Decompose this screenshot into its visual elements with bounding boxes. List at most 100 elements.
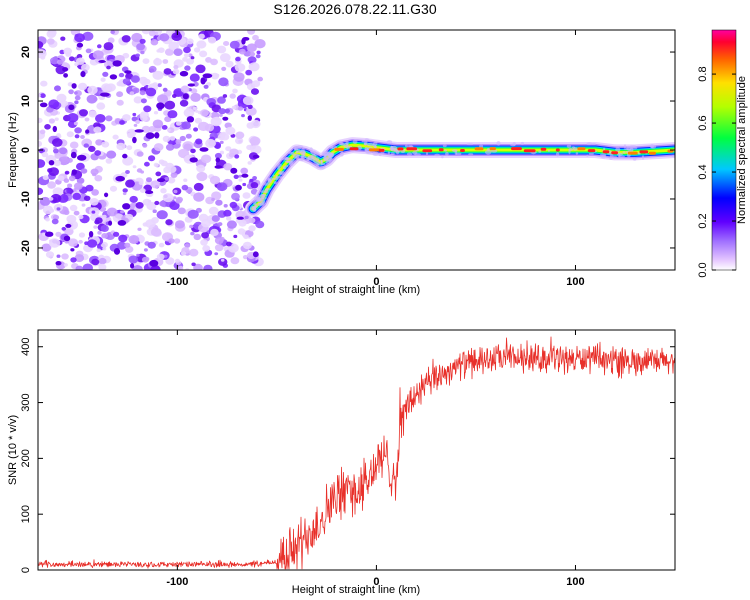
- spectrogram-ridge-peak: [555, 148, 560, 152]
- spectrogram-noise-blob: [157, 178, 166, 183]
- spectrogram-ridge-speckle: [328, 160, 332, 163]
- spectrogram-noise-blob: [104, 192, 109, 198]
- spectrogram-noise-blob: [38, 117, 43, 124]
- spectrogram-noise-blob: [232, 88, 238, 94]
- spectrogram-noise-blob: [107, 37, 115, 44]
- spectrogram-ridge-speckle: [365, 150, 373, 155]
- spectrogram-noise-blob: [136, 168, 143, 173]
- spectrogram-noise-blob: [255, 54, 261, 59]
- spectrogram-noise-blob: [211, 191, 222, 200]
- spectrogram-noise-blob: [249, 136, 261, 146]
- spectrogram-noise-blob: [98, 257, 107, 265]
- spectrogram-noise-blob: [248, 62, 260, 72]
- spectrogram-noise-blob: [113, 231, 120, 237]
- spectrogram-x-axis-title: Height of straight line (km): [292, 284, 420, 296]
- spectrogram-noise-blob: [167, 176, 176, 184]
- spectrogram-noise-blob: [109, 185, 118, 192]
- spectrogram-ridge-speckle: [425, 151, 429, 155]
- spectrogram-noise-blob: [233, 72, 245, 82]
- spectrogram-noise-blob: [189, 157, 198, 163]
- spectrogram-ridge-speckle: [273, 181, 277, 185]
- spectrogram-noise-blob: [255, 220, 265, 229]
- spectrogram-noise-blob: [199, 147, 209, 152]
- spectrogram-noise-blob: [160, 160, 168, 167]
- spectrogram-noise-blob: [162, 193, 174, 203]
- spectrogram-noise-blob: [214, 165, 223, 169]
- spectrogram-noise-blob: [52, 125, 57, 133]
- spectrogram-noise-blob: [242, 241, 252, 250]
- spectrogram-noise-blob: [156, 102, 165, 110]
- spectrogram-ridge-peak: [540, 147, 547, 151]
- spectrogram-ridge-peak: [349, 147, 359, 151]
- spectrogram-noise-blob: [148, 155, 156, 162]
- spectrogram-noise-blob: [247, 104, 253, 110]
- spectrogram-noise-blob: [74, 100, 79, 105]
- spectrogram-noise-blob: [38, 41, 44, 49]
- spectrogram-ridge-speckle: [512, 142, 516, 146]
- snr-plot-area: [38, 330, 675, 570]
- spectrogram-noise-blob: [81, 63, 90, 71]
- spectrogram-noise-blob: [101, 83, 112, 92]
- spectrogram-noise-blob: [46, 30, 57, 38]
- spectrogram-ridge-peak: [489, 147, 496, 151]
- spectrogram-noise-blob: [42, 232, 46, 236]
- spectrogram-ridge-speckle: [395, 150, 400, 155]
- spectrogram-noise-blob: [76, 162, 85, 171]
- spectrogram-ridge-speckle: [318, 165, 326, 170]
- spectrogram-noise-blob: [184, 65, 191, 71]
- figure-title: S126.2026.078.22.11.G30: [273, 1, 436, 17]
- spectrogram-noise-blob: [164, 177, 169, 181]
- spectrogram-ridge-speckle: [290, 151, 295, 156]
- spectrogram-noise-blob: [128, 235, 140, 244]
- spectrogram-noise-blob: [54, 85, 61, 92]
- spectrogram-ridge-speckle: [250, 206, 257, 211]
- spectrogram-noise-blob: [210, 228, 219, 236]
- spectrogram-noise-blob: [175, 139, 182, 145]
- spectrogram-noise-blob: [182, 141, 194, 151]
- spectrogram-noise-blob: [78, 232, 86, 238]
- spectrogram-noise-blob: [93, 225, 98, 229]
- spectrogram-noise-blob: [183, 178, 188, 182]
- spectrogram-noise-blob: [172, 94, 177, 98]
- spectrogram-noise-blob: [113, 248, 121, 255]
- spectrogram-noise-blob: [63, 263, 68, 267]
- spectrogram-noise-blob: [131, 32, 143, 43]
- spectrogram-ridge-speckle: [586, 154, 589, 157]
- spectrogram-noise-blob: [76, 177, 85, 184]
- spectrogram-ridge-speckle: [520, 141, 525, 145]
- spectrogram-noise-blob: [215, 73, 220, 78]
- spectrogram-noise-blob: [200, 109, 210, 117]
- spectrogram-noise-blob: [105, 115, 113, 122]
- spectrogram-noise-blob: [92, 172, 97, 177]
- spectrogram-ridge-peak: [587, 149, 596, 153]
- spectrogram-noise-blob: [47, 168, 53, 173]
- spectrogram-noise-blob: [183, 108, 195, 118]
- spectrogram-noise-blob: [106, 65, 111, 70]
- spectrogram-noise-blob: [55, 261, 62, 266]
- spectrogram-noise-blob: [150, 180, 161, 189]
- spectrogram-ridge-speckle: [445, 151, 449, 157]
- spectrogram-noise-blob: [49, 238, 61, 248]
- spectrogram-ridge-speckle: [288, 160, 294, 165]
- spectrogram-noise-blob: [66, 131, 74, 138]
- spectrogram-ridge-peak: [627, 151, 638, 155]
- spectrogram-ridge-speckle: [253, 196, 261, 200]
- spectrogram-noise-blob: [83, 143, 90, 148]
- spectrogram-ridge-peak: [397, 147, 404, 151]
- spectrogram-ridge-speckle: [378, 152, 382, 157]
- spectrogram-ridge-speckle: [329, 146, 334, 150]
- spectrogram-noise-blob: [56, 254, 61, 258]
- spectrogram-ridge-speckle: [405, 144, 408, 148]
- spectrogram-noise-blob: [85, 129, 90, 134]
- spectrogram-noise-blob: [173, 189, 178, 194]
- spectrogram-noise-blob: [140, 50, 145, 55]
- spectrogram-noise-blob: [97, 44, 102, 49]
- spectrogram-noise-blob: [173, 238, 181, 244]
- spectrogram-noise-blob: [249, 178, 254, 183]
- spectrogram-noise-blob: [135, 119, 141, 124]
- spectrogram-noise-blob: [250, 182, 259, 189]
- spectrogram-ridge-speckle: [407, 152, 412, 157]
- spectrogram-noise-blob: [201, 219, 211, 228]
- spectrogram-noise-blob: [173, 65, 179, 70]
- spectrogram-noise-blob: [125, 73, 134, 80]
